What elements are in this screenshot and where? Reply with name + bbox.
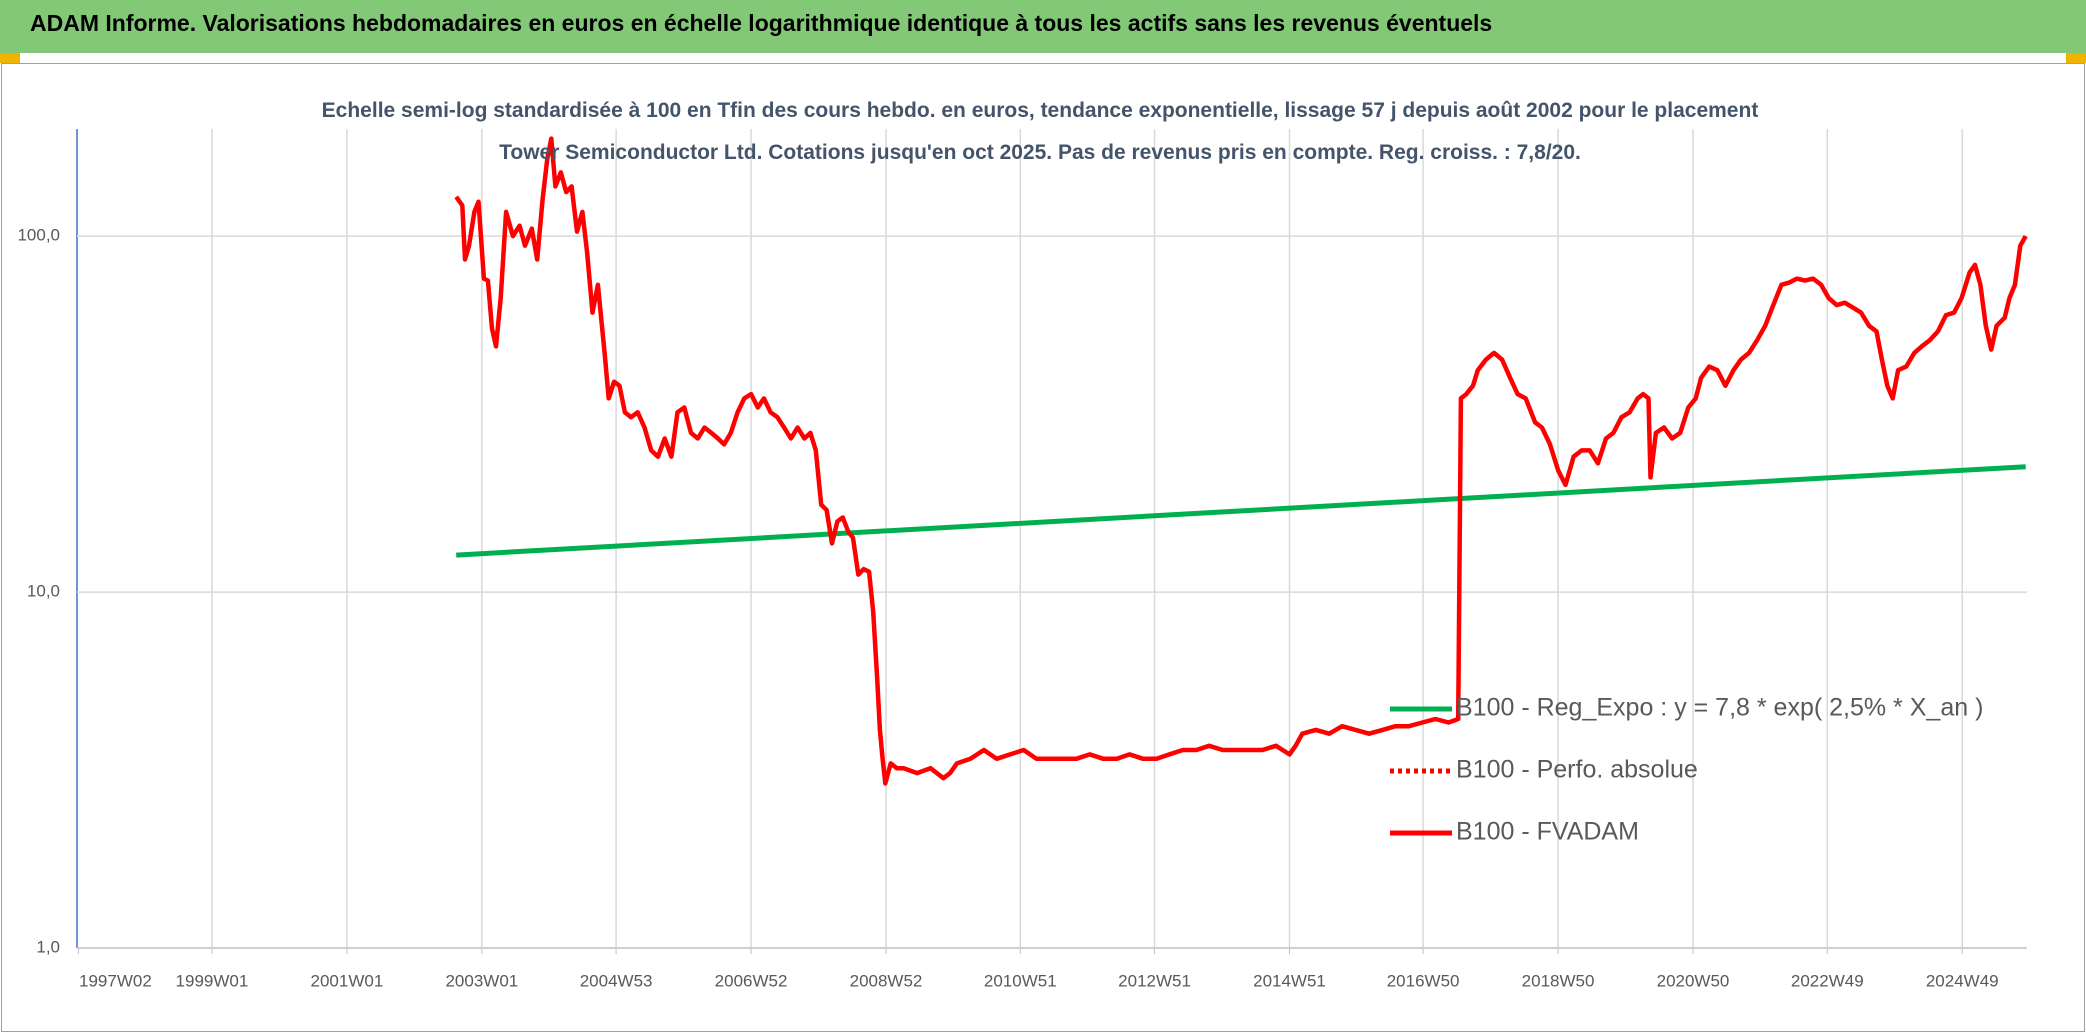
y-tick-label: 100,0 <box>17 226 60 245</box>
y-tick-label: 10,0 <box>27 582 60 601</box>
corner-mark <box>2066 53 2086 63</box>
x-tick-label: 2006W52 <box>715 971 788 990</box>
grid <box>77 129 2027 948</box>
x-tick-label: 2004W53 <box>580 971 653 990</box>
legend-label: B100 - FVADAM <box>1456 818 1639 846</box>
x-tick-label: 2016W50 <box>1387 971 1460 990</box>
series-line <box>456 464 2026 558</box>
x-tick-label: 1997W02 <box>79 971 152 990</box>
x-tick-label: 2010W51 <box>984 971 1057 990</box>
x-tick-label: 2020W50 <box>1657 971 1730 990</box>
series-line <box>454 136 2028 786</box>
x-tick-label: 2008W52 <box>850 971 923 990</box>
x-tick-label: 2001W01 <box>311 971 384 990</box>
legend-label: B100 - Perfo. absolue <box>1456 756 1698 784</box>
x-tick-label: 2022W49 <box>1791 971 1864 990</box>
corner-mark <box>0 53 20 63</box>
x-tick-label: 2014W51 <box>1253 971 1326 990</box>
chart-subtitle: Echelle semi-log standardisée à 100 en T… <box>321 99 1759 164</box>
legend-label: B100 - Reg_Expo : y = 7,8 * exp( 2,5% * … <box>1456 694 1983 722</box>
chart-frame <box>1 63 2085 1032</box>
header-title: ADAM Informe. Valorisations hebdomadaire… <box>30 10 1493 36</box>
y-tick-label: 1,0 <box>36 937 60 956</box>
x-tick-label: 2012W51 <box>1118 971 1191 990</box>
x-tick-label: 2003W01 <box>445 971 518 990</box>
x-tick-label: 1999W01 <box>176 971 249 990</box>
header-bar: ADAM Informe. Valorisations hebdomadaire… <box>0 0 2086 53</box>
x-tick-label: 2018W50 <box>1522 971 1595 990</box>
x-tick-label: 2024W49 <box>1926 971 1999 990</box>
